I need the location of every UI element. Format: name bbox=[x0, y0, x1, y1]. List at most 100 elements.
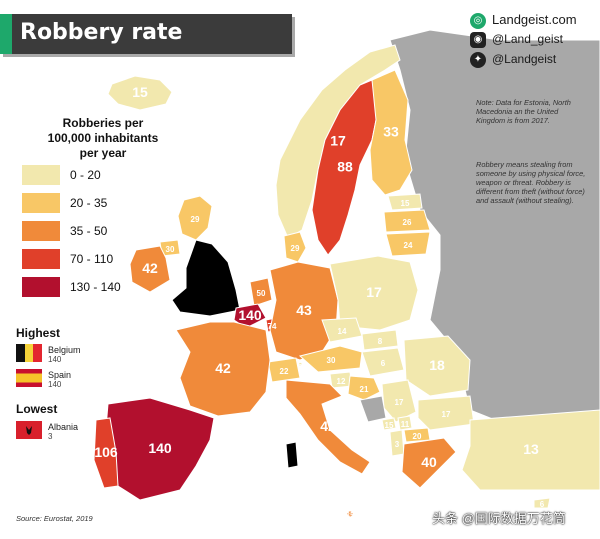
region-poland bbox=[329, 255, 419, 331]
value-label-cyprus: 6 bbox=[540, 500, 545, 509]
highest-value: 140 bbox=[48, 380, 62, 389]
value-label-northern-ireland: 30 bbox=[166, 245, 175, 254]
value-label-malta: 35 bbox=[346, 511, 355, 520]
title-banner: Robbery rate bbox=[0, 14, 292, 54]
lowest-heading: Lowest bbox=[16, 402, 58, 416]
value-label-iceland: 15 bbox=[132, 84, 148, 100]
region-switzerland bbox=[267, 357, 301, 383]
legend-row: 0 - 20 bbox=[22, 165, 192, 187]
region-montenegro bbox=[381, 417, 397, 431]
region-belgium bbox=[233, 303, 267, 329]
highest-heading: Highest bbox=[16, 326, 61, 340]
legend-row: 35 - 50 bbox=[22, 221, 192, 243]
brand-instagram-text: @Land_geist bbox=[492, 32, 563, 47]
value-label-netherlands: 50 bbox=[257, 289, 266, 298]
legend-label: 20 - 35 bbox=[70, 196, 108, 210]
value-label-spain: 140 bbox=[148, 440, 172, 456]
highest-country: Belgium bbox=[48, 345, 81, 355]
legend-swatch bbox=[22, 193, 60, 213]
value-label-finland: 33 bbox=[383, 124, 399, 140]
note-definition: Robbery means stealing from someone by u… bbox=[476, 160, 586, 205]
lowest-country: Albania bbox=[48, 422, 79, 432]
region-turkey bbox=[461, 409, 600, 491]
twitter-icon: ✦ bbox=[470, 52, 486, 68]
value-label-serbia: 17 bbox=[395, 398, 404, 407]
belgium-flag-icon bbox=[16, 344, 42, 362]
region-scotland bbox=[177, 195, 213, 241]
legend-swatch bbox=[22, 249, 60, 269]
value-label-switzerland: 22 bbox=[280, 367, 289, 376]
region-england-wales bbox=[171, 239, 241, 317]
value-label-north-macedonia: 20 bbox=[413, 432, 422, 441]
value-label-hungary: 6 bbox=[381, 359, 386, 368]
value-label-italy: 42 bbox=[320, 418, 336, 434]
source-credit: Source: Eurostat, 2019 bbox=[16, 514, 93, 523]
value-label-greece: 40 bbox=[421, 454, 437, 470]
region-netherlands bbox=[249, 277, 273, 307]
instagram-icon: ◉ bbox=[470, 32, 486, 48]
value-label-luxembourg: 74 bbox=[268, 322, 277, 331]
region-malta bbox=[346, 510, 354, 518]
value-label-czechia: 14 bbox=[338, 327, 347, 336]
region-croatia bbox=[347, 375, 381, 401]
region-liechtenstein bbox=[297, 361, 303, 367]
legend-title-line: Robberies per bbox=[62, 116, 144, 130]
region-iceland bbox=[107, 75, 173, 111]
value-label-romania: 18 bbox=[429, 357, 445, 373]
legend-label: 35 - 50 bbox=[70, 224, 108, 238]
value-label-turkey: 13 bbox=[523, 441, 539, 457]
value-label-slovenia: 12 bbox=[337, 377, 346, 386]
highest-value: 140 bbox=[48, 355, 62, 364]
value-label-latvia: 26 bbox=[403, 218, 412, 227]
value-label-kosovo: 11 bbox=[401, 420, 410, 429]
region-finland bbox=[369, 69, 413, 196]
region-bulgaria bbox=[417, 395, 475, 431]
legend-row: 130 - 140 bbox=[22, 277, 192, 299]
value-label-austria: 30 bbox=[327, 356, 336, 365]
value-label-germany: 43 bbox=[296, 302, 312, 318]
value-label-slovakia: 8 bbox=[378, 337, 383, 346]
value-label-croatia: 21 bbox=[360, 385, 369, 394]
region-austria bbox=[298, 345, 363, 373]
brand-site[interactable]: ◎ Landgeist.com bbox=[470, 12, 577, 29]
value-label-denmark: 29 bbox=[291, 244, 300, 253]
region-sardinia bbox=[285, 441, 299, 469]
region-lithuania bbox=[385, 231, 431, 257]
region-greece bbox=[401, 437, 457, 489]
legend-swatch bbox=[22, 221, 60, 241]
legend-label: 70 - 110 bbox=[70, 252, 114, 266]
value-label-scotland: 29 bbox=[191, 215, 200, 224]
value-label-lithuania: 24 bbox=[404, 241, 413, 250]
region-cyprus bbox=[533, 497, 551, 509]
legend-title: Robberies per 100,000 inhabitants per ye… bbox=[18, 116, 188, 161]
value-label-liechtenstein: 5 bbox=[298, 361, 303, 370]
value-label-estonia: 15 bbox=[401, 199, 410, 208]
region-hungary bbox=[361, 347, 405, 377]
globe-icon: ◎ bbox=[470, 12, 486, 29]
title-accent bbox=[0, 14, 12, 54]
legend-title-line: 100,000 inhabitants bbox=[47, 131, 159, 145]
value-label-ireland: 42 bbox=[142, 260, 158, 276]
value-label-albania: 3 bbox=[395, 440, 400, 449]
value-label-belgium: 140 bbox=[238, 307, 262, 323]
region-italy bbox=[285, 379, 371, 475]
value-label-portugal: 106 bbox=[94, 444, 118, 460]
brand-twitter[interactable]: ✦ @Landgeist bbox=[470, 52, 556, 68]
note-data-years: Note: Data for Estonia, North Macedonia … bbox=[476, 98, 571, 125]
value-label-norway: 17 bbox=[330, 133, 346, 149]
region-slovakia bbox=[361, 329, 399, 351]
brand-site-text: Landgeist.com bbox=[492, 12, 577, 27]
value-label-montenegro: 15 bbox=[385, 421, 394, 430]
legend-swatch bbox=[22, 277, 60, 297]
legend-row: 20 - 35 bbox=[22, 193, 192, 215]
brand-instagram[interactable]: ◉ @Land_geist bbox=[470, 32, 563, 48]
lowest-value: 3 bbox=[48, 432, 53, 441]
brand-twitter-text: @Landgeist bbox=[492, 52, 557, 67]
region-ireland bbox=[129, 245, 171, 293]
page-title: Robbery rate bbox=[20, 20, 183, 45]
region-kosovo bbox=[397, 415, 413, 431]
watermark: 头条 @国际数据万花筒 bbox=[432, 511, 566, 526]
region-latvia bbox=[383, 209, 431, 233]
